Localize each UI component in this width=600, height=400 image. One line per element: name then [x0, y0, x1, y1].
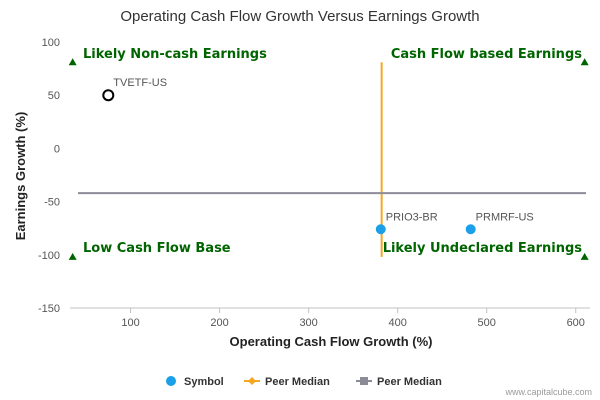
y-tick-label: 0: [54, 143, 60, 155]
y-tick-label: -50: [44, 197, 60, 209]
median-lines: [78, 62, 586, 257]
data-points: TVETF-US PRIO3-BR PRMRF-US: [102, 77, 534, 235]
legend-label: Symbol: [184, 376, 224, 388]
quadrant-label: Low Cash Flow Base: [83, 241, 231, 256]
x-tick-label: 100: [121, 317, 139, 329]
data-point: [375, 224, 386, 235]
data-point: [465, 224, 476, 235]
x-tick-label: 400: [388, 317, 406, 329]
data-point-label: PRMRF-US: [476, 211, 534, 223]
quadrant-label: Cash Flow based Earnings: [391, 47, 582, 62]
x-axis-label: Operating Cash Flow Growth (%): [230, 334, 433, 349]
legend-symbol-dot: [166, 376, 176, 386]
legend-item: Symbol: [166, 376, 224, 388]
chart-title: Operating Cash Flow Growth Versus Earnin…: [120, 8, 479, 25]
credit-text: www.capitalcube.com: [504, 387, 592, 397]
legend-label: Peer Median: [377, 376, 442, 388]
legend-item: Peer Median: [244, 376, 330, 388]
data-point-label: TVETF-US: [113, 77, 167, 89]
data-point: [102, 89, 115, 102]
y-axis-label: Earnings Growth (%): [13, 112, 28, 241]
corner-triangle-marker: [580, 252, 589, 260]
legend-label: Peer Median: [265, 376, 330, 388]
corner-triangle-marker: [68, 252, 77, 260]
legend-square-swatch: [360, 377, 368, 385]
x-axis-ticks: 100 200 300 400 500 600: [121, 308, 585, 329]
y-tick-label: 50: [48, 90, 60, 102]
corner-markers: [68, 58, 589, 260]
corner-triangle-marker: [68, 58, 77, 66]
corner-triangle-marker: [580, 58, 589, 66]
x-tick-label: 200: [210, 317, 228, 329]
x-tick-label: 500: [478, 317, 496, 329]
data-point-label: PRIO3-BR: [386, 211, 438, 223]
legend-item: Peer Median: [356, 376, 442, 388]
y-tick-label: -150: [38, 303, 60, 315]
legend: Symbol Peer Median Peer Median: [166, 376, 442, 388]
quadrant-labels: Likely Non-cash Earnings Cash Flow based …: [83, 47, 582, 256]
quadrant-label: Likely Non-cash Earnings: [83, 47, 267, 62]
y-tick-label: -100: [38, 250, 60, 262]
x-tick-label: 600: [567, 317, 585, 329]
quadrant-label: Likely Undeclared Earnings: [383, 241, 583, 256]
y-tick-label: 100: [42, 37, 60, 49]
y-axis-ticks: 100 50 0 -50 -100 -150: [38, 37, 60, 315]
legend-diamond-swatch: [248, 377, 256, 385]
x-tick-label: 300: [299, 317, 317, 329]
